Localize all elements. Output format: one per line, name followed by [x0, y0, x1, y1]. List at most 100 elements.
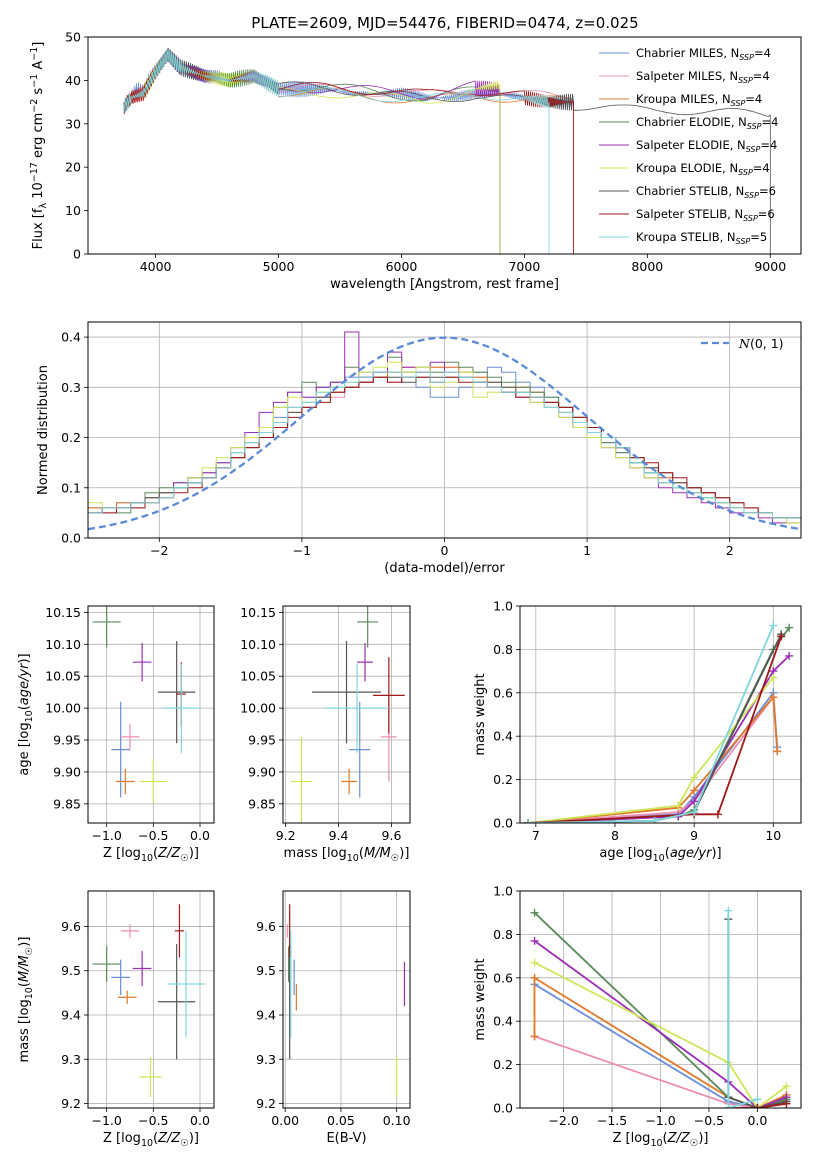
label-part: λ	[38, 203, 49, 209]
histogram-step	[88, 371, 801, 519]
x-tick-label: 0.0	[747, 1113, 767, 1128]
label-part: )	[711, 846, 716, 861]
label-part: Z/Z	[157, 1131, 181, 1146]
legend-subscript: SSP	[738, 76, 753, 85]
label-part: log	[631, 1131, 651, 1146]
label-part: −1	[29, 74, 40, 88]
x-tick-label: −1.0	[645, 1113, 675, 1128]
mass-weight-line	[527, 677, 775, 823]
legend-text: =6	[758, 207, 775, 221]
x-tick-label: 9.4	[329, 828, 349, 843]
label-part: (	[665, 846, 670, 861]
label-part: erg	[31, 133, 46, 163]
label-part: mass [	[284, 846, 327, 861]
label-part: Z/Z	[157, 846, 181, 861]
y-tick-label: 0.6	[493, 970, 513, 985]
y-tick-label: 9.3	[61, 1052, 81, 1067]
errorbar-point	[116, 768, 135, 795]
label-part: (	[663, 1131, 668, 1146]
errorbar-point	[357, 643, 373, 682]
x-tick-label: −1	[293, 543, 311, 558]
axes-frame	[87, 605, 215, 824]
legend-entry: Kroupa ELODIE, NSSP=4	[636, 161, 770, 177]
y-tick-label: 9.95	[53, 733, 81, 748]
plus-marker	[724, 906, 733, 915]
legend-subscript: SSP	[731, 99, 746, 108]
y-tick-label: 10.00	[45, 701, 81, 716]
errorbar-point	[132, 643, 152, 682]
x-axis-label: Z [log10(Z/Z☉)]	[103, 846, 199, 864]
mass-weight-line	[527, 636, 783, 823]
plus-marker	[530, 936, 539, 945]
x-tick-label: 0.05	[327, 1113, 355, 1128]
spectrum-line	[123, 48, 550, 254]
plot-area-age_vs_mass	[290, 606, 405, 823]
x-tick-label: −1.0	[91, 828, 121, 843]
y-tick-label: 9.3	[256, 1052, 276, 1067]
legend-entry: Salpeter STELIB, NSSP=6	[636, 207, 775, 223]
label-part: 10	[141, 1138, 153, 1149]
legend-entry: Salpeter MILES, NSSP=4	[636, 69, 770, 85]
spectrum-line	[123, 47, 771, 254]
plot-area-mass_vs_Z	[92, 904, 205, 1097]
y-tick-label: 9.2	[61, 1096, 81, 1111]
label-part: Flux [	[31, 213, 46, 249]
plus-marker	[785, 651, 794, 660]
mass-weight-line	[533, 940, 787, 1108]
label-part: ]	[31, 42, 46, 47]
y-tick-label: 20	[65, 160, 81, 175]
legend-entry: Salpeter ELODIE, NSSP=4	[636, 138, 777, 154]
x-tick-label: 1	[583, 543, 591, 558]
errorbar-point	[372, 657, 405, 734]
plot-area-mass_vs_EBV	[286, 904, 406, 1097]
x-axis-label: Z [log10(Z/Z☉)]	[612, 1131, 708, 1149]
plus-marker	[753, 1095, 762, 1104]
label-part: s	[31, 88, 46, 95]
label-part: Z [	[103, 1131, 121, 1146]
legend-subscript: SSP	[739, 53, 754, 62]
plus-marker	[782, 1099, 791, 1108]
y-axis-label: mass weight	[473, 958, 488, 1040]
y-tick-label: 9.6	[256, 919, 276, 934]
y-tick-label: 50	[65, 30, 81, 45]
plus-marker	[650, 816, 659, 823]
panel-spectrum: 4000 5000 6000 7000 8000 9000 0 10 20 30 40 50 wavel…	[29, 30, 802, 292]
legend-subscript: SSP	[746, 145, 761, 154]
plot-area-massweight_vs_Z	[530, 906, 791, 1108]
errorbar-point	[92, 946, 121, 982]
plus-marker	[530, 958, 539, 967]
y-tick-label: 9.95	[248, 733, 276, 748]
errorbar-point	[167, 930, 205, 1038]
plus-marker	[690, 773, 699, 782]
errorbar-point	[120, 924, 140, 938]
x-axis-label: wavelength [Angstrom, rest frame]	[330, 277, 559, 292]
y-tick-label: 0.6	[493, 685, 513, 700]
label-part: mass weight	[473, 673, 488, 755]
plot-area-age_vs_Z	[92, 606, 200, 804]
x-tick-label: 0.10	[383, 1113, 411, 1128]
y-tick-label: 30	[65, 116, 81, 131]
errorbar-point	[92, 606, 121, 648]
y-tick-label: 0.0	[493, 1101, 513, 1116]
legend-text: Salpeter MILES, N	[636, 69, 738, 83]
y-tick-label: 0.0	[493, 816, 513, 831]
y-tick-label: 0.4	[493, 729, 513, 744]
plot-area-spectrum	[123, 47, 771, 254]
label-part: (	[17, 705, 32, 710]
mass-weight-line	[527, 625, 775, 823]
plus-marker	[773, 747, 782, 756]
y-tick-label: 9.90	[248, 764, 276, 779]
label-part: 10	[24, 987, 35, 999]
plus-marker	[782, 1082, 791, 1091]
label-part: −1	[29, 47, 40, 61]
plus-marker	[690, 797, 699, 806]
mass-weight-line	[727, 910, 758, 1108]
errorbar-point	[158, 944, 196, 1060]
mass-weight-line	[527, 690, 779, 823]
label-part: ☉	[690, 1138, 699, 1149]
spectrum-line	[123, 49, 574, 254]
label-part: −17	[29, 162, 40, 182]
x-axis-label: age [log10(age/yr)]	[599, 846, 721, 864]
legend-subscript: SSP	[747, 122, 762, 131]
